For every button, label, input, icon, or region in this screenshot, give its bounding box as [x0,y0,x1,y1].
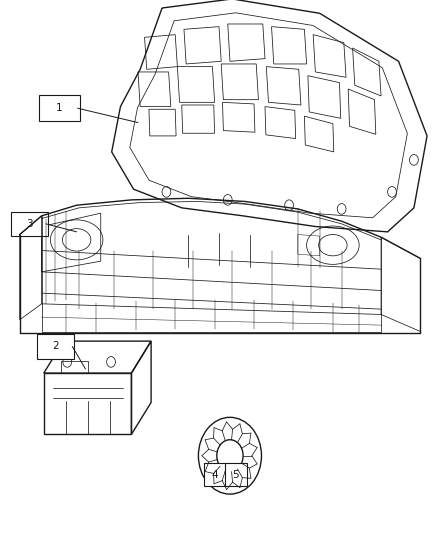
FancyBboxPatch shape [225,463,247,486]
FancyBboxPatch shape [37,334,74,359]
Text: 2: 2 [53,342,59,351]
FancyBboxPatch shape [39,95,80,121]
Text: 1: 1 [56,103,63,113]
Text: 5: 5 [232,470,239,480]
Text: 3: 3 [26,219,33,229]
FancyBboxPatch shape [11,212,48,236]
FancyBboxPatch shape [204,463,226,486]
Text: 4: 4 [211,470,218,480]
